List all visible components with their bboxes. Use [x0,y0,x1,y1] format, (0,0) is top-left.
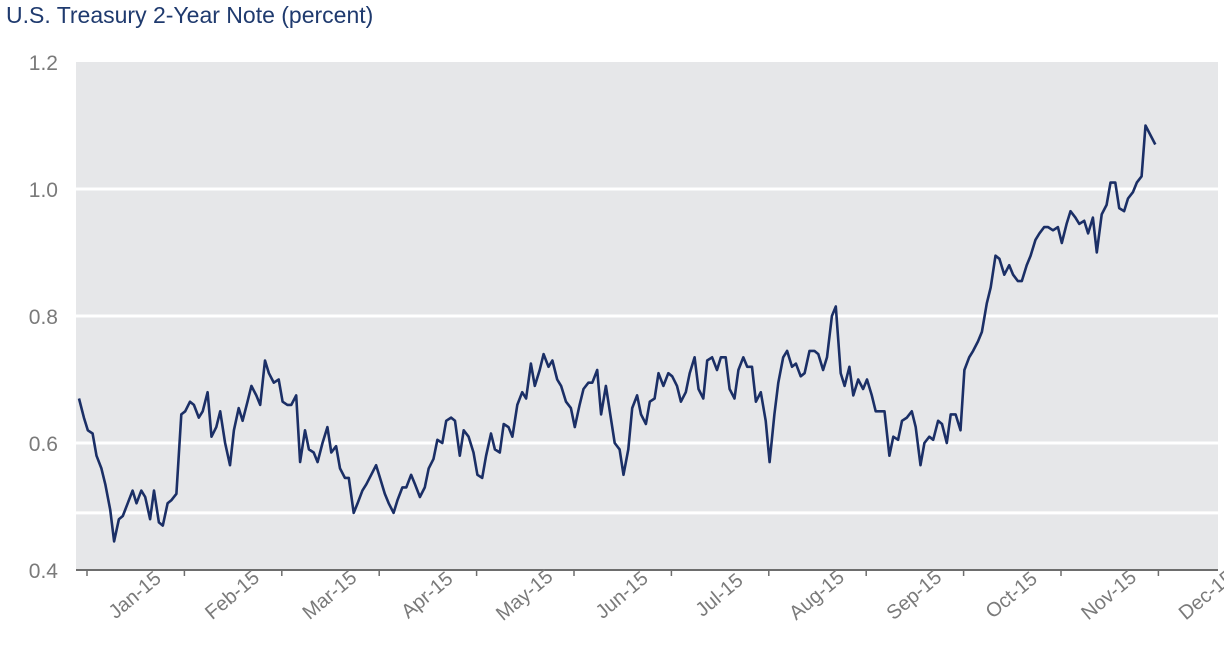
x-tick-label: Mar-15 [299,567,362,625]
y-tick-label: 0.8 [29,306,58,329]
x-tick-label: Nov-15 [1077,566,1141,624]
y-tick-label: 0.4 [29,560,59,583]
chart-title: U.S. Treasury 2-Year Note (percent) [6,2,374,28]
x-tick-label: Jan-15 [105,567,166,623]
x-tick-label: May-15 [492,566,557,626]
x-tick-label: Oct-15 [982,568,1042,623]
y-tick-label: 1.2 [29,52,58,75]
x-tick-label: Jun-15 [592,567,653,623]
x-tick-label: Dec-15 [1175,566,1224,624]
y-tick-label: 1.0 [29,179,58,202]
x-tick-label: Sep-15 [883,566,947,624]
x-tick-label: Jul-15 [692,569,748,621]
y-tick-label: 0.6 [29,433,58,456]
series-line-0 [77,124,1157,543]
x-tick-label: Feb-15 [201,567,264,625]
x-tick-label: Apr-15 [397,568,457,623]
x-tick-label: Aug-15 [785,566,849,624]
